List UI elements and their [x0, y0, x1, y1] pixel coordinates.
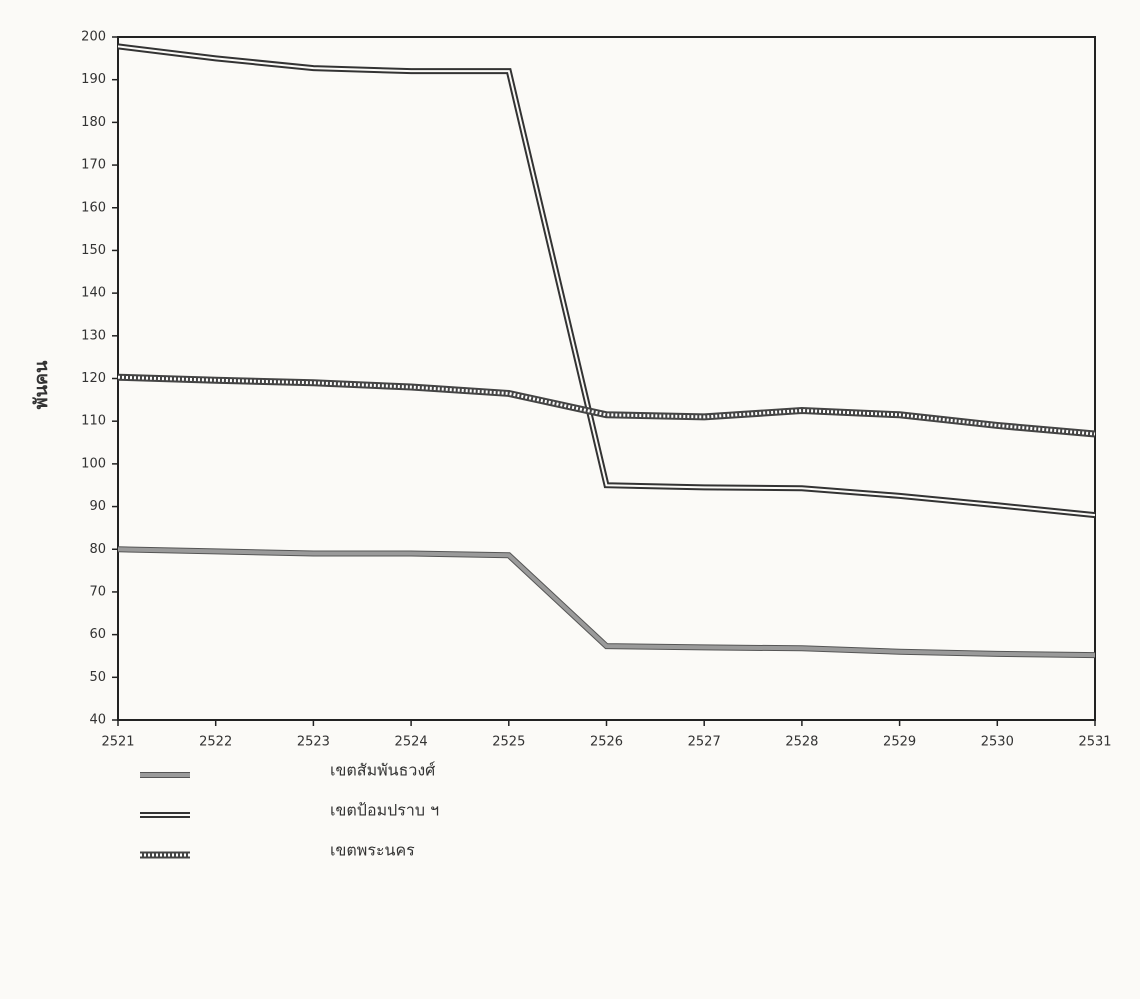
x-tick-label: 2528: [785, 735, 818, 750]
y-tick-label: 110: [81, 414, 106, 429]
y-tick-label: 70: [89, 584, 106, 599]
y-tick-label: 60: [89, 627, 106, 642]
legend-label: เขตป้อมปราบ ฯ: [330, 801, 439, 820]
legend-label: เขตสัมพันธวงศ์: [330, 761, 435, 780]
y-tick-label: 40: [89, 713, 106, 728]
y-tick-label: 180: [81, 115, 106, 130]
y-tick-label: 80: [89, 542, 106, 557]
y-tick-label: 160: [81, 200, 106, 215]
x-tick-label: 2529: [883, 735, 916, 750]
line-edge: [117, 43, 1096, 519]
x-tick-label: 2525: [492, 735, 525, 750]
y-tick-label: 100: [81, 456, 106, 471]
y-tick-label: 170: [81, 158, 106, 173]
y-tick-label: 120: [81, 371, 106, 386]
x-tick-label: 2522: [199, 735, 232, 750]
y-tick-label: 130: [81, 328, 106, 343]
x-tick-label: 2531: [1078, 735, 1111, 750]
x-tick-label: 2521: [101, 735, 134, 750]
line: [117, 45, 1096, 517]
y-tick-label: 150: [81, 243, 106, 258]
line-edge: [117, 373, 1096, 438]
y-tick-label: 200: [81, 30, 106, 45]
legend-label: เขตพระนคร: [330, 841, 415, 860]
y-tick-label: 190: [81, 72, 106, 87]
y-axis-label: พันคน: [31, 360, 52, 409]
y-tick-label: 90: [89, 499, 106, 514]
x-tick-label: 2526: [590, 735, 623, 750]
line-edge: [117, 546, 1096, 659]
x-tick-label: 2527: [688, 735, 721, 750]
x-tick-label: 2523: [297, 735, 330, 750]
line: [117, 547, 1096, 658]
x-tick-label: 2524: [395, 735, 428, 750]
y-tick-label: 50: [89, 670, 106, 685]
line: [117, 375, 1096, 436]
x-tick-label: 2530: [981, 735, 1014, 750]
y-tick-label: 140: [81, 286, 106, 301]
